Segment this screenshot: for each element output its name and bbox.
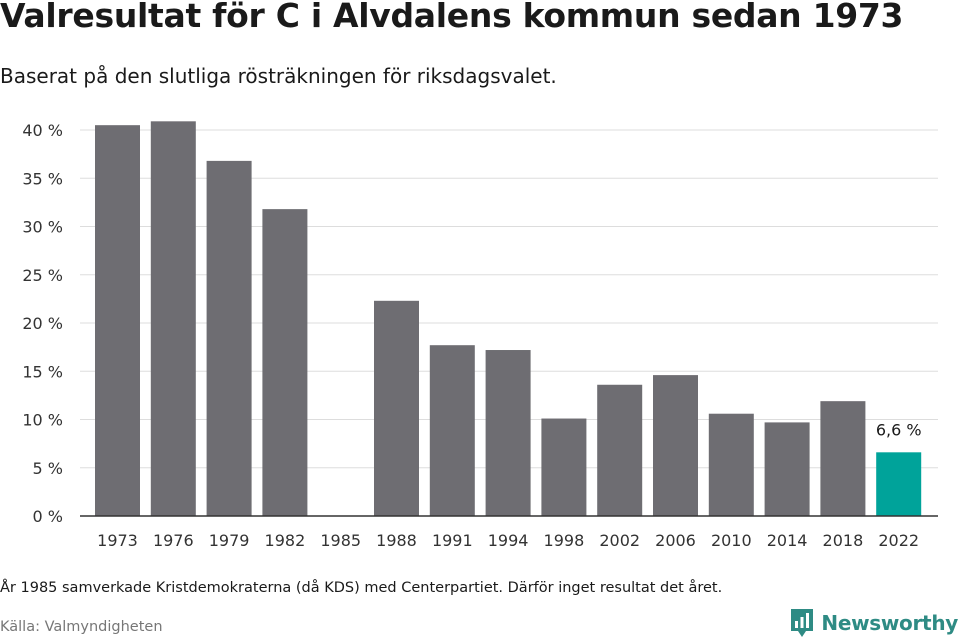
x-tick-label: 2002 xyxy=(599,531,640,550)
y-tick-label: 30 % xyxy=(22,218,63,237)
bar-2010 xyxy=(708,413,754,516)
x-tick-label: 1994 xyxy=(488,531,529,550)
x-axis-ticks: 1973 1976 1979 1982 1985 1988 1991 1994 1998 2002… xyxy=(97,531,919,550)
y-tick-label: 35 % xyxy=(22,169,63,188)
bar-1976 xyxy=(150,121,196,516)
x-tick-label: 1985 xyxy=(320,531,361,550)
bar-2002 xyxy=(597,384,643,516)
bar-1991 xyxy=(429,345,475,516)
y-tick-label: 10 % xyxy=(22,411,63,430)
x-tick-label: 1982 xyxy=(265,531,306,550)
data-labels: 6,6 % xyxy=(876,420,922,439)
y-axis-ticks: 0 % 5 % 10 % 15 % 20 % 25 % 30 % 35 % 40 % xyxy=(22,121,63,526)
y-tick-label: 15 % xyxy=(22,362,63,381)
bar-chart: 0 % 5 % 10 % 15 % 20 % 25 % 30 % 35 % 40 % 6,6 %… xyxy=(22,121,938,550)
brand-logo: Newsworthy xyxy=(789,608,958,638)
chart-title: Valresultat för C i Älvdalens kommun sed… xyxy=(0,0,904,35)
x-tick-label: 2018 xyxy=(823,531,864,550)
bar-1988 xyxy=(374,300,419,516)
x-tick-label: 1973 xyxy=(97,531,138,550)
y-tick-label: 20 % xyxy=(22,314,63,333)
x-tick-label: 1998 xyxy=(544,531,585,550)
bar-1994 xyxy=(485,350,531,516)
footnote: År 1985 samverkade Kristdemokraterna (då… xyxy=(0,580,723,596)
bar-1982 xyxy=(262,209,308,516)
x-tick-label: 1988 xyxy=(376,531,417,550)
bar-2018 xyxy=(820,401,866,516)
bar-1998 xyxy=(541,418,587,516)
chart-subtitle: Baserat på den slutliga rösträkningen fö… xyxy=(0,64,557,88)
bar-1973 xyxy=(95,125,140,517)
x-tick-label: 1991 xyxy=(432,531,473,550)
y-tick-label: 40 % xyxy=(22,121,63,140)
x-tick-label: 2010 xyxy=(711,531,752,550)
x-tick-label: 1979 xyxy=(209,531,250,550)
bar-2022 xyxy=(876,452,922,516)
bar-2014 xyxy=(764,422,810,516)
x-tick-label: 1976 xyxy=(153,531,194,550)
data-label: 6,6 % xyxy=(876,420,922,439)
x-tick-label: 2006 xyxy=(655,531,696,550)
x-tick-label: 2022 xyxy=(878,531,919,550)
source-note: Källa: Valmyndigheten xyxy=(0,619,163,635)
bar-2006 xyxy=(653,375,698,516)
y-tick-label: 5 % xyxy=(33,459,63,478)
bar-1979 xyxy=(206,160,252,516)
brand-name: Newsworthy xyxy=(821,611,958,635)
x-tick-label: 2014 xyxy=(767,531,808,550)
y-tick-label: 0 % xyxy=(33,507,63,526)
newsworthy-logo-icon xyxy=(791,609,814,637)
bars xyxy=(95,121,922,517)
y-tick-label: 25 % xyxy=(22,266,63,285)
